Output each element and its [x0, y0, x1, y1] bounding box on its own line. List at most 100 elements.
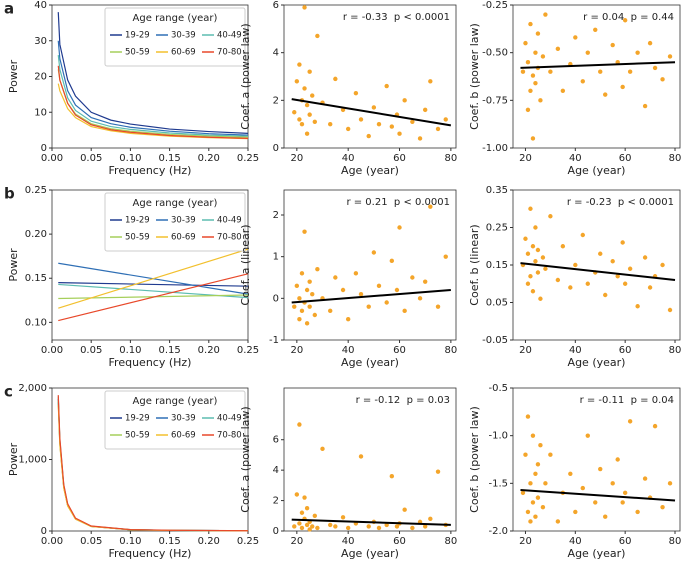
legend-label: 30-39	[171, 216, 196, 226]
x-tick-label: 0.25	[237, 153, 259, 164]
scatter-point	[620, 240, 625, 245]
x-tick-label: 0.15	[158, 153, 180, 164]
scatter-point	[585, 50, 590, 55]
scatter-point	[428, 79, 433, 84]
scatter-point	[560, 244, 566, 249]
scatter-point	[520, 490, 526, 496]
panel: 0.00 0.05 0.10 0.15 0.20 0.25 0 1,000 2,000 Frequ…	[4, 383, 259, 561]
scatter-point	[528, 519, 533, 524]
y-tick-label: -2.0	[488, 526, 508, 537]
legend-label: 30-39	[171, 414, 196, 424]
scatter-point	[299, 271, 305, 276]
scatter-point	[297, 62, 302, 67]
plot-frame	[283, 4, 457, 149]
y-tick-label: -0.50	[482, 48, 508, 59]
scatter-point	[603, 92, 608, 97]
scatter-point	[528, 21, 533, 27]
scatter-point	[304, 287, 310, 293]
y-axis-label: Coef. a (power law)	[239, 406, 252, 512]
scatter-point	[635, 50, 640, 55]
scatter-point	[568, 285, 573, 290]
scatter-point	[585, 433, 590, 438]
scatter-point	[297, 422, 302, 427]
scatter-point	[530, 500, 536, 505]
scatter-point	[660, 262, 665, 268]
scatter-point	[417, 136, 423, 141]
annotation: r = 0.04 p = 0.44	[583, 12, 674, 23]
scatter-point	[660, 77, 665, 82]
y-tick-label: 4	[273, 465, 279, 476]
y-tick-label: 0	[273, 143, 279, 154]
y-tick-label: 0.25	[25, 185, 47, 196]
scatter-point	[603, 292, 608, 298]
scatter-point	[299, 121, 305, 127]
x-tick-label: 60	[619, 153, 632, 164]
x-tick-label: 0.15	[158, 536, 180, 547]
y-tick-label: 0.10	[25, 317, 47, 328]
y-axis-label: Coef. b (power law)	[468, 23, 481, 130]
y-tick-label: 10	[34, 107, 47, 118]
scatter-point	[573, 509, 578, 515]
y-tick-label: -1.0	[488, 431, 508, 442]
scatter-point	[523, 236, 528, 241]
scatter-point	[555, 519, 561, 524]
scatter-point	[389, 124, 395, 129]
scatter-point	[525, 414, 531, 419]
fit-line	[520, 61, 676, 69]
scatter-point	[353, 90, 359, 96]
scatter-point	[297, 296, 302, 301]
series-line	[58, 282, 249, 287]
scatter-point	[402, 308, 407, 314]
scatter-point	[312, 513, 318, 518]
scatter-point	[371, 250, 377, 255]
scatter-point	[299, 308, 305, 314]
x-tick-label: 0.20	[198, 153, 220, 164]
scatter-point	[422, 107, 428, 113]
y-tick-label: -1.00	[482, 143, 508, 154]
plot-frame	[512, 387, 681, 532]
scatter-point	[410, 525, 415, 531]
y-tick-label: 0	[41, 143, 47, 154]
scatter-point	[540, 504, 546, 510]
legend-label: 60-69	[171, 233, 196, 243]
x-tick-label: 60	[393, 536, 406, 547]
scatter-point	[560, 88, 566, 94]
scatter-point	[528, 274, 533, 279]
y-tick-label: 2	[273, 496, 279, 507]
scatter-point	[394, 287, 400, 293]
x-axis-label: Age (year)	[341, 356, 399, 369]
x-tick-label: 60	[393, 153, 406, 164]
scatter-point	[530, 433, 536, 438]
scatter-point	[389, 258, 395, 264]
scatter-point	[384, 83, 389, 89]
scatter-point	[366, 133, 371, 139]
scatter-point	[294, 492, 300, 497]
y-tick-label: -0.25	[482, 0, 508, 11]
y-tick-label: -0.05	[482, 335, 508, 346]
scatter-point	[428, 516, 433, 522]
scatter-point	[389, 474, 395, 479]
scatter-point	[333, 524, 338, 529]
scatter-point	[435, 126, 441, 132]
scatter-point	[548, 69, 553, 74]
scatter-point	[410, 119, 415, 124]
scatter-point	[598, 69, 603, 74]
scatter-point	[533, 50, 538, 55]
scatter-point	[535, 31, 541, 36]
scatter-point	[580, 485, 585, 491]
scatter-point	[294, 79, 300, 84]
y-tick-label: 20	[34, 72, 47, 83]
scatter-point	[540, 255, 546, 260]
y-axis-label: Power	[7, 248, 20, 282]
scatter-point	[345, 316, 351, 322]
scatter-point	[435, 469, 441, 474]
scatter-point	[642, 255, 648, 260]
scatter-point	[525, 251, 531, 256]
y-tick-label: 4	[273, 48, 279, 59]
x-tick-label: 80	[444, 153, 457, 164]
y-tick-label: 0.25	[486, 223, 508, 234]
scatter-point	[528, 88, 533, 94]
scatter-point	[525, 107, 531, 113]
y-tick-label: -1.5	[488, 478, 508, 489]
scatter-point	[315, 266, 320, 272]
